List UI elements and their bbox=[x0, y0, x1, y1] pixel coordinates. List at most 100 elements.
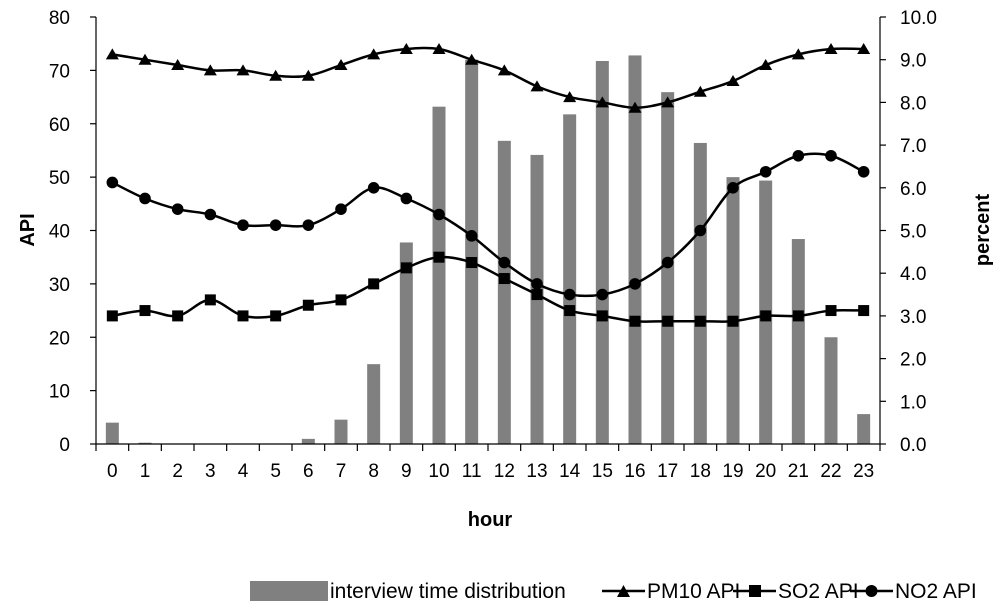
bar-hour-23 bbox=[857, 414, 871, 444]
y-tick-label: 30 bbox=[49, 275, 70, 296]
x-tick-label: 17 bbox=[657, 461, 678, 482]
y2-tick-label: 1.0 bbox=[900, 392, 926, 413]
marker-so2-hour-17 bbox=[662, 315, 674, 327]
marker-no2-hour-14 bbox=[563, 288, 576, 301]
marker-no2-hour-11 bbox=[465, 230, 478, 242]
bar-hour-19 bbox=[726, 177, 740, 444]
marker-pm10-hour-6 bbox=[301, 69, 315, 81]
y-tick-label: 10 bbox=[49, 382, 70, 403]
legend-label-interview-time-distribution: interview time distribution bbox=[330, 580, 566, 603]
bar-hour-15 bbox=[595, 60, 609, 445]
marker-so2-hour-15 bbox=[596, 310, 608, 322]
marker-pm10-hour-1 bbox=[138, 53, 152, 65]
x-tick-label: 9 bbox=[401, 461, 412, 482]
bar-hour-16 bbox=[628, 55, 642, 445]
y-tick-label: 0 bbox=[59, 435, 70, 456]
line-so2 bbox=[112, 255, 864, 323]
bar-hour-10 bbox=[432, 106, 446, 445]
marker-no2-hour-13 bbox=[531, 278, 543, 290]
y2-tick-label: 7.0 bbox=[900, 136, 926, 157]
marker-no2-hour-10 bbox=[433, 208, 445, 221]
x-tick-label: 14 bbox=[559, 461, 581, 482]
y-tick-label: 50 bbox=[49, 168, 70, 189]
y2-tick-label: 6.0 bbox=[900, 179, 926, 200]
marker-pm10-hour-7 bbox=[334, 59, 348, 71]
marker-so2-hour-5 bbox=[270, 310, 282, 322]
marker-no2-hour-15 bbox=[596, 288, 609, 301]
x-tick-label: 2 bbox=[172, 461, 183, 482]
legend-label-pm10: PM10 API bbox=[647, 580, 740, 603]
y-tick-label: 20 bbox=[49, 328, 70, 349]
x-tick-label: 10 bbox=[428, 461, 449, 482]
marker-no2-hour-23 bbox=[857, 165, 870, 178]
marker-no2-hour-1 bbox=[139, 192, 151, 205]
y-tick-label: 70 bbox=[49, 61, 70, 82]
bar-hour-18 bbox=[693, 142, 707, 444]
marker-so2-hour-8 bbox=[368, 278, 380, 290]
legend-swatch-interview-time-distribution bbox=[250, 581, 328, 601]
legend-triangle-marker bbox=[617, 585, 630, 597]
x-tick-label: 0 bbox=[107, 461, 118, 482]
x-tick-label: 5 bbox=[270, 461, 281, 482]
marker-pm10-hour-0 bbox=[105, 48, 119, 60]
marker-so2-hour-1 bbox=[139, 305, 151, 317]
y2-tick-label: 0.0 bbox=[900, 435, 926, 456]
marker-so2-hour-10 bbox=[433, 251, 445, 263]
marker-no2-hour-21 bbox=[792, 149, 805, 162]
marker-so2-hour-2 bbox=[172, 310, 184, 322]
marker-no2-hour-12 bbox=[498, 256, 511, 269]
marker-no2-hour-4 bbox=[237, 219, 249, 231]
bar-hour-6 bbox=[301, 438, 315, 444]
marker-no2-hour-0 bbox=[106, 176, 119, 189]
legend-label-so2: SO2 API bbox=[778, 580, 859, 603]
marker-pm10-hour-16 bbox=[628, 101, 642, 113]
x-tick-label: 16 bbox=[624, 461, 645, 482]
marker-pm10-hour-2 bbox=[171, 59, 185, 71]
marker-so2-hour-14 bbox=[564, 305, 576, 317]
marker-pm10-hour-15 bbox=[595, 96, 609, 108]
marker-pm10-hour-12 bbox=[497, 64, 511, 76]
marker-so2-hour-0 bbox=[106, 310, 118, 322]
marker-so2-hour-13 bbox=[531, 289, 543, 301]
y-tick-label: 40 bbox=[49, 222, 70, 243]
marker-no2-hour-3 bbox=[204, 208, 217, 221]
bar-hour-9 bbox=[399, 242, 413, 444]
marker-so2-hour-19 bbox=[727, 315, 739, 327]
legend-circle-marker bbox=[865, 585, 878, 597]
marker-pm10-hour-10 bbox=[432, 43, 446, 55]
x-tick-label: 18 bbox=[690, 461, 711, 482]
marker-no2-hour-9 bbox=[400, 192, 413, 205]
marker-so2-hour-22 bbox=[825, 305, 837, 317]
x-tick-label: 11 bbox=[462, 461, 482, 482]
x-tick-label: 19 bbox=[722, 461, 743, 482]
y2-tick-label: 4.0 bbox=[900, 264, 926, 285]
x-axis-title: hour bbox=[468, 509, 513, 531]
x-tick-label: 1 bbox=[140, 461, 151, 482]
marker-pm10-hour-3 bbox=[203, 64, 217, 76]
legend-square-marker bbox=[749, 585, 761, 597]
marker-so2-hour-4 bbox=[237, 310, 249, 322]
y2-tick-label: 10.0 bbox=[900, 8, 937, 29]
x-tick-label: 21 bbox=[788, 461, 809, 482]
legend-label-no2: NO2 API bbox=[895, 580, 977, 603]
marker-no2-hour-7 bbox=[335, 203, 347, 215]
y-tick-label: 80 bbox=[49, 8, 70, 29]
bar-hour-1 bbox=[138, 442, 152, 444]
y-axis-title: API bbox=[17, 213, 39, 246]
lines-layer bbox=[111, 46, 865, 323]
marker-so2-hour-9 bbox=[400, 262, 412, 274]
x-tick-label: 8 bbox=[368, 461, 379, 482]
marker-so2-hour-6 bbox=[302, 299, 314, 311]
marker-no2-hour-17 bbox=[661, 256, 674, 269]
marker-no2-hour-16 bbox=[629, 278, 641, 290]
y2-tick-label: 9.0 bbox=[900, 51, 926, 72]
y2-tick-label: 8.0 bbox=[900, 93, 926, 114]
marker-so2-hour-21 bbox=[792, 310, 804, 322]
marker-pm10-hour-14 bbox=[563, 91, 577, 103]
marker-no2-hour-8 bbox=[367, 182, 380, 194]
x-tick-label: 7 bbox=[336, 461, 347, 482]
marker-no2-hour-5 bbox=[269, 219, 282, 231]
bar-hour-0 bbox=[105, 422, 119, 444]
bar-hour-22 bbox=[824, 337, 838, 444]
bar-hour-14 bbox=[563, 114, 577, 444]
